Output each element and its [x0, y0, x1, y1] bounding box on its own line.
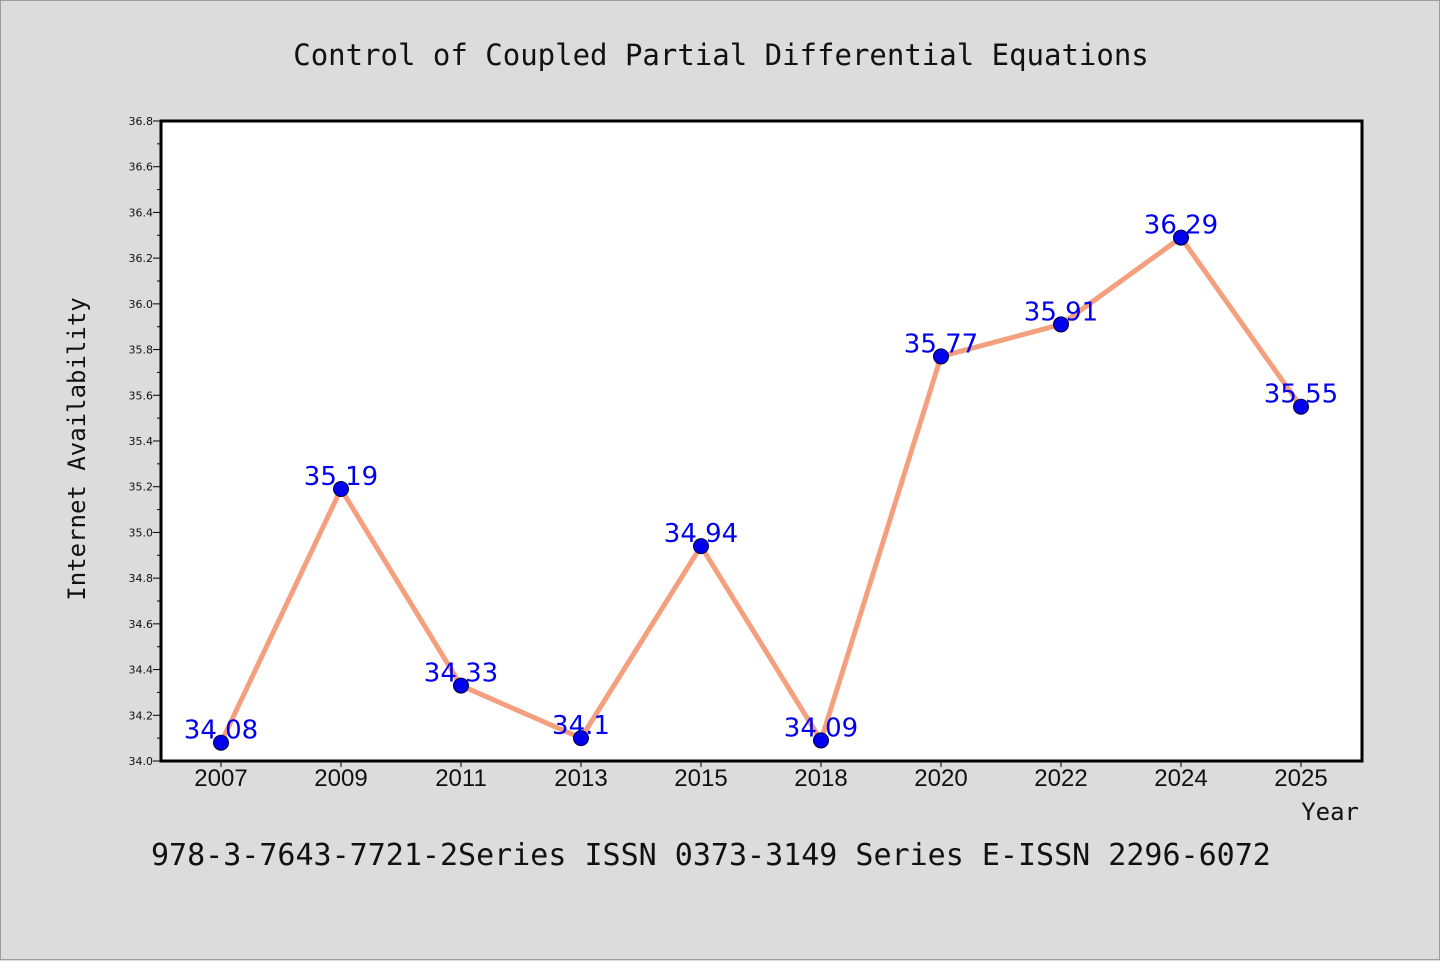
y-tick-label: 35.2	[129, 481, 154, 494]
y-tick-label: 34.8	[129, 572, 154, 585]
data-label: 35.55	[1264, 380, 1338, 410]
data-label: 34.08	[184, 716, 258, 746]
y-axis-ticks: 34.0 34.2 34.4 34.6 34.8 35.0 35.2 35.4 35.6 35.8…	[129, 115, 161, 768]
data-point-marker	[693, 538, 709, 555]
data-label: 34.94	[664, 519, 738, 549]
x-tick-label: 2018	[794, 765, 847, 792]
y-tick-label: 35.0	[129, 526, 154, 539]
data-label: 35.19	[304, 462, 378, 492]
x-tick-label: 2022	[1034, 765, 1087, 792]
data-point-marker	[573, 730, 589, 747]
x-tick-label: 2015	[674, 765, 727, 792]
data-label: 34.33	[424, 659, 498, 689]
plot-area	[159, 119, 1364, 763]
x-tick-label: 2011	[435, 765, 487, 792]
y-tick-label: 34.6	[129, 618, 154, 631]
data-label: 34.1	[552, 711, 610, 741]
x-tick-label: 2020	[914, 765, 967, 792]
x-axis-label: Year	[1301, 798, 1359, 826]
x-tick-label: 2009	[314, 765, 367, 792]
x-tick-label: 2013	[554, 765, 607, 792]
x-axis-ticks: 2007 2009 2011 2013 2015 2018 2020 2022 2024 2025	[194, 761, 1328, 792]
y-tick-label: 36.4	[129, 206, 154, 219]
y-tick-label: 35.4	[129, 435, 154, 448]
x-tick-label: 2025	[1274, 765, 1327, 792]
data-point-marker	[1293, 398, 1309, 415]
y-tick-label: 36.8	[129, 115, 154, 128]
data-point-marker	[1053, 316, 1069, 333]
data-point-marker	[1173, 229, 1189, 246]
x-tick-label: 2007	[194, 765, 247, 792]
y-tick-label: 34.2	[129, 709, 154, 722]
y-tick-label: 34.4	[129, 664, 154, 677]
y-tick-label: 36.6	[129, 161, 154, 174]
y-tick-label: 34.0	[129, 755, 154, 768]
data-point-marker	[933, 348, 949, 365]
data-point-marker	[213, 734, 229, 751]
series-line	[218, 235, 1304, 744]
chart-title: Control of Coupled Partial Differential …	[293, 38, 1149, 72]
data-point-marker	[453, 677, 469, 694]
data-label: 36.29	[1144, 211, 1218, 241]
footer-isbn-issn: 978-3-7643-7721-2Series ISSN 0373-3149 S…	[151, 838, 1271, 873]
x-tick-label: 2024	[1154, 765, 1207, 792]
data-labels-group: 34.08 35.19 34.33 34.1 34.94 34.09 35.77 35.91 3…	[184, 211, 1338, 746]
y-tick-label: 35.8	[129, 344, 154, 357]
data-label: 34.09	[784, 713, 858, 743]
data-label: 35.91	[1024, 297, 1098, 327]
data-label: 35.77	[904, 329, 978, 359]
y-tick-label: 36.0	[129, 298, 154, 311]
y-tick-label: 35.6	[129, 389, 154, 402]
series-markers-group	[213, 229, 1309, 751]
series-line-group	[218, 235, 1304, 744]
y-axis-label: Internet Availability	[63, 297, 91, 600]
data-point-marker	[333, 481, 349, 497]
data-point-marker	[813, 732, 829, 749]
y-tick-label: 36.2	[129, 252, 154, 265]
